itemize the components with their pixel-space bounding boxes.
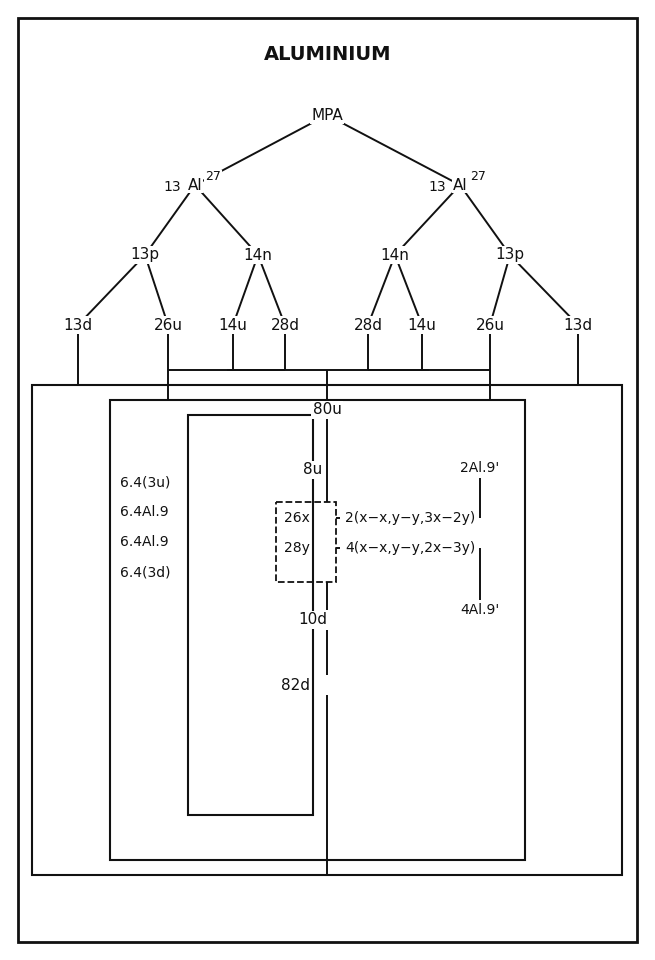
Text: 80u: 80u (312, 402, 341, 418)
Bar (110, 400, 525, 860)
Text: 26u: 26u (476, 318, 504, 332)
Text: 14n: 14n (244, 248, 272, 262)
Text: 4(x−x,y−y,2x−3y): 4(x−x,y−y,2x−3y) (345, 541, 476, 555)
Text: 13p: 13p (130, 248, 160, 262)
Text: 27: 27 (470, 171, 486, 183)
Text: 10d: 10d (299, 612, 328, 628)
Text: 27: 27 (205, 171, 221, 183)
Text: 13d: 13d (64, 318, 92, 332)
Bar (32, 385, 622, 875)
Text: MPA: MPA (311, 108, 343, 123)
Text: Al: Al (453, 178, 467, 193)
Text: 6.4(3u): 6.4(3u) (120, 475, 170, 489)
Text: 28d: 28d (271, 318, 299, 332)
Text: ALUMINIUM: ALUMINIUM (264, 45, 391, 64)
Text: 8u: 8u (303, 463, 323, 477)
Text: 14u: 14u (219, 318, 248, 332)
Text: 13d: 13d (563, 318, 593, 332)
Text: 14n: 14n (381, 248, 409, 262)
Text: 13p: 13p (495, 248, 525, 262)
Text: 6.4Al.9: 6.4Al.9 (120, 505, 168, 519)
Text: 4Al.9': 4Al.9' (460, 603, 500, 617)
Text: 14u: 14u (407, 318, 436, 332)
Text: 6.4Al.9: 6.4Al.9 (120, 535, 168, 549)
Text: 2Al.9': 2Al.9' (460, 461, 500, 475)
Text: 28y: 28y (284, 541, 310, 555)
Text: 26x: 26x (284, 511, 310, 525)
Text: 28d: 28d (354, 318, 383, 332)
Text: 13: 13 (428, 180, 446, 194)
Text: 13: 13 (163, 180, 181, 194)
Bar (276, 502, 336, 582)
Text: Al: Al (188, 178, 202, 193)
Text: 6.4(3d): 6.4(3d) (120, 565, 170, 579)
Text: 2(x−x,y−y,3x−2y): 2(x−x,y−y,3x−2y) (345, 511, 476, 525)
Text: 82d: 82d (280, 678, 310, 692)
Text: 26u: 26u (153, 318, 183, 332)
Bar (188, 415, 313, 815)
